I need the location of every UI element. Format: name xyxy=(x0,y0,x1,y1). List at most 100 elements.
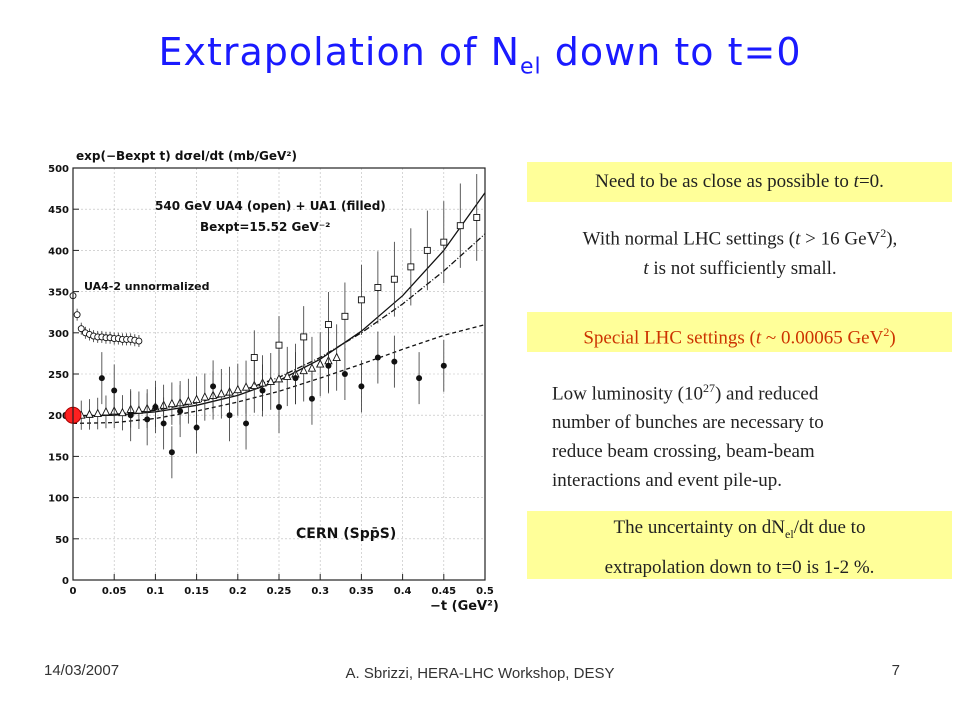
y-tick-labels: 0 50 100 150 200 250 300 350 400 450 500 xyxy=(48,164,69,587)
data-point-filled-circle xyxy=(210,383,217,390)
data-point-triangle xyxy=(299,365,308,375)
legend-annotation: 540 GeV UA4 (open) + UA1 (filled) xyxy=(155,199,386,213)
data-point-triangle xyxy=(167,398,177,408)
data-point-triangle xyxy=(241,382,251,391)
y-tick-label: 0 xyxy=(62,576,69,587)
x-tick-label: 0.35 xyxy=(349,586,374,597)
data-point-filled-circle xyxy=(168,449,175,456)
data-point-filled-circle xyxy=(374,354,381,361)
data-point-triangle xyxy=(101,406,111,416)
x-tick-label: 0.45 xyxy=(431,586,456,597)
data-point-triangle xyxy=(332,352,341,361)
ua42-annotation: UA4-2 unnormalized xyxy=(84,280,209,293)
x-tick-label: 0 xyxy=(70,586,77,597)
x-tick-label: 0.3 xyxy=(311,586,329,597)
data-point-filled-circle xyxy=(276,403,282,410)
footer-page-number: 7 xyxy=(891,662,900,679)
data-point-triangle xyxy=(184,396,193,405)
data-point-triangle xyxy=(266,376,275,385)
y-tick-label: 350 xyxy=(48,288,69,299)
data-point-filled-circle xyxy=(144,416,151,423)
data-point-filled-circle xyxy=(111,387,118,394)
data-point-triangle xyxy=(250,380,259,389)
data-point-filled-circle xyxy=(193,424,200,431)
data-point-square xyxy=(250,354,258,361)
data-point-square xyxy=(456,222,464,230)
data-point-triangle xyxy=(315,359,325,368)
data-point-square xyxy=(440,238,448,246)
y-tick-label: 500 xyxy=(48,164,69,175)
data-point-filled-circle xyxy=(325,362,332,369)
chart-panel: exp(−Bexpt t) dσel/dt (mb/GeV²) 0 50 100 15… xyxy=(40,138,508,618)
data-point-filled-circle xyxy=(152,403,159,410)
data-point-square xyxy=(374,284,382,291)
plot-frame xyxy=(72,167,486,581)
data-point-filled-circle xyxy=(358,383,365,390)
x-tick-label: 0.15 xyxy=(184,586,209,597)
data-point-filled-circle xyxy=(292,375,299,382)
data-point-filled-circle xyxy=(127,412,134,419)
x-tick-label: 0.2 xyxy=(229,586,247,597)
note-special-settings: Special LHC settings (t ~ 0.00065 GeV2) xyxy=(527,312,952,352)
data-point-square xyxy=(300,333,308,341)
x-tick-label: 0.25 xyxy=(267,586,292,597)
y-tick-label: 400 xyxy=(48,246,69,257)
bexpt-annotation: Bexpt=15.52 GeV⁻² xyxy=(200,220,330,234)
scatter-chart: exp(−Bexpt t) dσel/dt (mb/GeV²) 0 50 100 15… xyxy=(48,149,499,614)
note-normal-settings: With normal LHC settings (t > 16 GeV2), t… xyxy=(582,226,898,280)
data-point-triangle xyxy=(200,392,210,401)
note-close-to-t0: Need to be as close as possible to t=0. xyxy=(527,162,952,202)
data-point-square xyxy=(473,213,481,221)
data-point-triangle xyxy=(93,408,102,418)
title-text-rest: down to t=0 xyxy=(541,30,802,74)
footer-date: 14/03/2007 xyxy=(44,662,120,679)
x-tick-labels: 0 0.05 0.1 0.15 0.2 0.25 0.3 0.35 0.4 0.45 0.5 xyxy=(70,586,494,597)
data-point-open-circle xyxy=(77,325,85,333)
y-tick-label: 150 xyxy=(48,452,69,463)
data-point-filled-circle xyxy=(341,371,348,377)
footer-author: A. Sbrizzi, HERA-LHC Workshop, DESY xyxy=(345,665,615,682)
data-point-triangle xyxy=(307,363,317,372)
data-point-square xyxy=(275,341,283,349)
data-point-filled-circle xyxy=(98,375,105,382)
x-axis-label: −t (GeV²) xyxy=(430,599,499,614)
slide-title: Extrapolation of Nel down to t=0 xyxy=(0,30,960,80)
data-point-filled-circle xyxy=(177,408,184,415)
data-point-filled-circle xyxy=(243,420,250,427)
data-point-filled-circle xyxy=(308,395,315,402)
data-point-triangle xyxy=(192,394,201,403)
data-point-triangle xyxy=(233,384,243,394)
note-low-luminosity: Low luminosity (1027) and reduced number … xyxy=(552,381,824,492)
data-point-square xyxy=(324,321,332,329)
x-tick-label: 0.05 xyxy=(102,586,127,597)
data-point-filled-circle xyxy=(259,387,266,394)
title-text: Extrapolation of N xyxy=(158,30,521,74)
data-point-square xyxy=(423,246,431,254)
y-tick-label: 50 xyxy=(55,535,69,546)
data-point-triangle xyxy=(217,388,226,398)
data-point-triangle xyxy=(85,409,94,418)
data-point-filled-circle xyxy=(416,375,423,382)
x-tick-label: 0.1 xyxy=(147,586,165,597)
data-point-filled-circle xyxy=(226,412,233,419)
data-point-filled-circle xyxy=(160,420,167,427)
data-point-filled-circle xyxy=(440,362,447,369)
data-point-open-circle xyxy=(73,311,81,319)
note-uncertainty: The uncertainty on dNel/dt due to extrapo… xyxy=(527,511,952,579)
y-tick-label: 300 xyxy=(48,329,69,340)
x-tick-label: 0.5 xyxy=(476,586,494,597)
data-point-filled-circle xyxy=(391,358,398,365)
data-point-triangle xyxy=(283,371,292,380)
y-tick-label: 100 xyxy=(48,494,69,505)
data-point-triangle xyxy=(118,407,127,417)
x-tick-label: 0.4 xyxy=(394,586,412,597)
data-point-square xyxy=(341,312,349,320)
data-point-square xyxy=(390,275,398,283)
data-point-open-circle xyxy=(135,337,143,345)
data-point-square xyxy=(357,296,365,304)
y-axis-label: exp(−Bexpt t) dσel/dt (mb/GeV²) xyxy=(76,149,297,163)
title-subscript: el xyxy=(520,54,542,80)
data-point-triangle xyxy=(134,405,144,414)
data-point-square xyxy=(407,263,415,271)
y-tick-label: 250 xyxy=(48,370,69,381)
